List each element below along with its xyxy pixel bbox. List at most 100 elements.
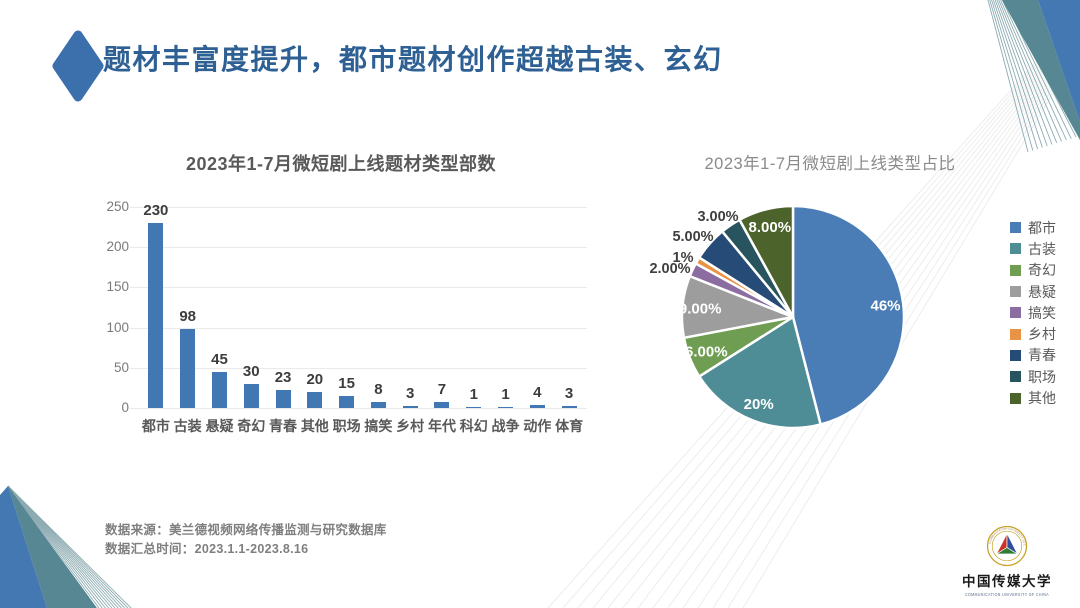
legend-swatch xyxy=(1010,307,1021,319)
legend-label: 古装 xyxy=(1028,240,1056,257)
pie-slice-label: 3.00% xyxy=(697,209,738,225)
bar-value-label: 98 xyxy=(179,308,197,326)
bar-value-label: 1 xyxy=(469,385,478,403)
bar-category-label: 古装 xyxy=(173,418,202,434)
legend-label: 悬疑 xyxy=(1028,283,1056,300)
legend-label: 青春 xyxy=(1028,347,1056,364)
bar-value-label: 23 xyxy=(274,368,292,386)
logo-en-name: COMMUNICATION UNIVERSITY OF CHINA xyxy=(965,592,1049,597)
bar xyxy=(402,405,418,408)
legend-swatch xyxy=(1010,392,1021,404)
bar-value-label: 4 xyxy=(533,383,542,401)
y-axis-tick: 250 xyxy=(106,199,129,214)
page-title: 题材丰富度提升，都市题材创作超越古装、玄幻 xyxy=(103,44,723,75)
legend-label: 职场 xyxy=(1028,368,1056,385)
bar xyxy=(370,401,386,408)
pie-chart-title: 2023年1-7月微短剧上线类型占比 xyxy=(704,155,956,173)
bar-value-label: 3 xyxy=(406,384,415,402)
pie-slice-label: 9.00% xyxy=(679,300,722,317)
pie-slice-label: 5.00% xyxy=(672,229,713,245)
y-axis-tick: 50 xyxy=(113,359,129,375)
top-right-corner-decoration xyxy=(987,0,1080,153)
bar xyxy=(211,371,227,408)
pie-slice-label: 6.00% xyxy=(685,344,728,361)
bar-category-label: 科幻 xyxy=(459,418,488,434)
bar xyxy=(434,402,450,408)
bar-value-label: 3 xyxy=(564,384,574,402)
bar-value-label: 15 xyxy=(338,374,355,392)
gridline xyxy=(130,367,587,369)
y-axis-tick: 200 xyxy=(106,239,129,255)
legend-item: 都市 xyxy=(1010,217,1056,238)
legend-item: 职场 xyxy=(1010,366,1056,387)
bar xyxy=(339,395,355,408)
gridline xyxy=(130,408,587,409)
legend-item: 古装 xyxy=(1010,238,1056,259)
gridline xyxy=(130,207,587,208)
pie-slice-label: 20% xyxy=(744,396,774,413)
legend-item: 悬疑 xyxy=(1010,281,1056,302)
gridline xyxy=(130,287,587,289)
bar xyxy=(180,329,196,408)
y-axis-tick: 100 xyxy=(106,319,129,335)
legend-swatch xyxy=(1010,222,1021,234)
bar-value-label: 30 xyxy=(242,362,260,380)
legend-label: 奇幻 xyxy=(1028,262,1056,279)
university-logo: COMMUNICATION UNIVERSITY OF CHINA 中国传媒大学… xyxy=(948,520,1052,597)
diamond-icon xyxy=(52,30,104,102)
legend-swatch xyxy=(1010,349,1021,361)
bar xyxy=(148,223,164,408)
legend-swatch xyxy=(1010,243,1021,255)
bar xyxy=(466,406,482,408)
pie-legend: 都市 古装 奇幻 悬疑 搞笑 乡村 青春 职场 其他 xyxy=(1010,217,1056,409)
bar-chart: 2023年1-7月微短剧上线题材类型部数 0 50 100 150 200 250 230 都… xyxy=(95,148,587,448)
bar-value-label: 230 xyxy=(143,202,169,220)
pie-slice-label: 8.00% xyxy=(749,219,792,236)
bar-value-label: 8 xyxy=(374,380,383,398)
logo-cn-name: 中国传媒大学 xyxy=(962,573,1052,590)
y-axis-tick: 150 xyxy=(106,279,129,295)
source-line: 数据来源：美兰德视频网络传播监测与研究数据库 xyxy=(105,523,387,537)
logo-seal-icon: COMMUNICATION UNIVERSITY OF CHINA xyxy=(948,520,1028,567)
bar-category-label: 职场 xyxy=(332,418,361,434)
bar-category-label: 体育 xyxy=(555,418,584,434)
bar-category-label: 乡村 xyxy=(396,418,425,434)
source-date-line: 数据汇总时间：2023.1.1-2023.8.16 xyxy=(105,542,309,556)
legend-label: 搞笑 xyxy=(1028,304,1056,321)
bar-category-label: 青春 xyxy=(269,418,298,434)
legend-swatch xyxy=(1010,286,1021,298)
bar xyxy=(243,383,259,408)
pie-chart: 46%20%6.00%9.00%2.00%1%5.00%3.00%8.00% xyxy=(649,204,906,430)
bar xyxy=(561,405,577,408)
bar xyxy=(529,404,545,408)
legend-swatch xyxy=(1010,328,1021,340)
legend-label: 乡村 xyxy=(1028,326,1056,343)
bar-value-label: 1 xyxy=(501,385,510,403)
bar-category-label: 动作 xyxy=(523,418,552,434)
legend-swatch xyxy=(1010,371,1021,383)
y-axis-tick: 0 xyxy=(121,400,129,415)
bar-category-label: 战争 xyxy=(491,418,520,434)
gridline xyxy=(130,247,587,249)
bar-category-label: 悬疑 xyxy=(205,418,234,434)
legend-item: 青春 xyxy=(1010,345,1056,366)
legend-label: 都市 xyxy=(1028,219,1056,236)
bar-value-label: 45 xyxy=(211,350,228,368)
bar xyxy=(498,406,514,408)
pie-slice-label: 1% xyxy=(673,250,694,266)
bar-category-label: 都市 xyxy=(141,418,170,434)
bar-category-label: 搞笑 xyxy=(364,418,393,434)
gridline xyxy=(130,327,587,329)
bar-category-label: 其他 xyxy=(300,418,329,434)
bar-value-label: 7 xyxy=(437,381,447,399)
bar xyxy=(275,389,291,408)
legend-item: 搞笑 xyxy=(1010,302,1056,323)
legend-swatch xyxy=(1010,264,1021,276)
bar-chart-title: 2023年1-7月微短剧上线题材类型部数 xyxy=(185,154,497,174)
bar-category-label: 年代 xyxy=(427,418,456,434)
legend-item: 乡村 xyxy=(1010,323,1056,344)
pie-slice-label: 46% xyxy=(870,298,900,315)
bar-value-label: 20 xyxy=(306,370,324,388)
bar-category-label: 奇幻 xyxy=(237,418,266,434)
